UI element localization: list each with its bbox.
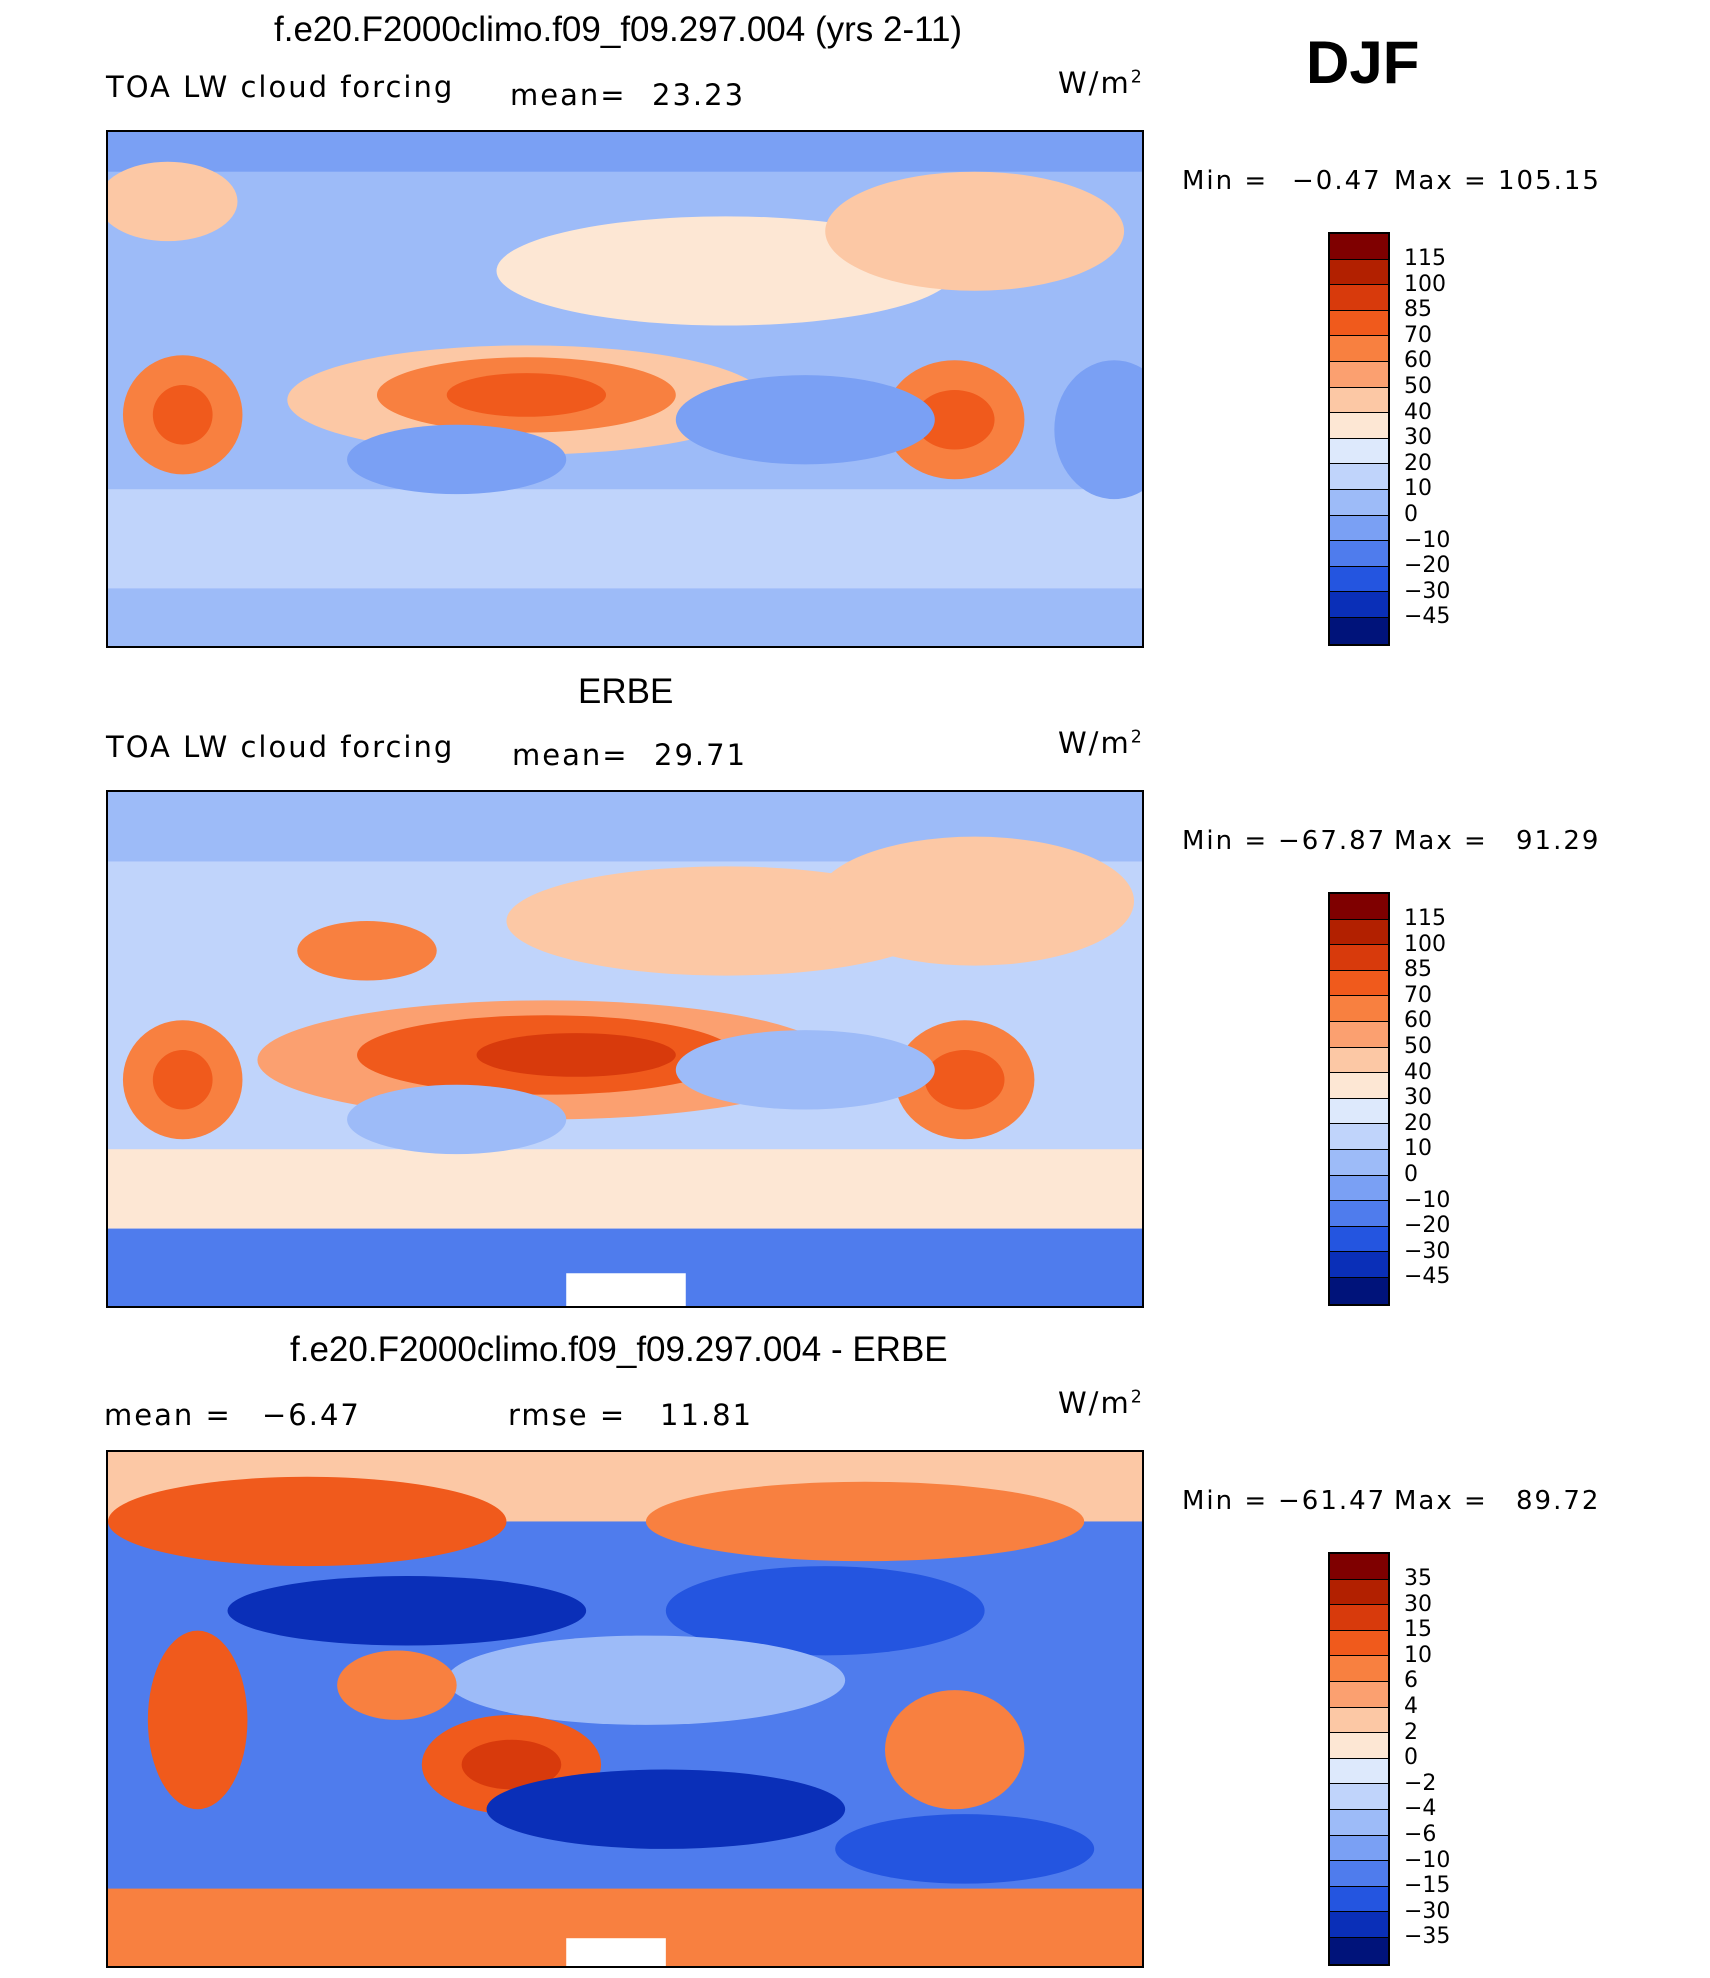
- colorbar-label: −30: [1404, 1238, 1451, 1264]
- colorbar-label: 10: [1404, 1642, 1432, 1668]
- colorbar-label: 100: [1404, 931, 1446, 957]
- colorbar-label: 0: [1404, 1161, 1418, 1187]
- colorbar-label: 115: [1404, 246, 1446, 271]
- panel-3-max-label: Max =: [1394, 1486, 1488, 1516]
- colorbar-label: −10: [1404, 1187, 1451, 1213]
- panel-3-max-value: 89.72: [1516, 1486, 1601, 1516]
- colorbar-label: 6: [1404, 1668, 1418, 1694]
- colorbar-label: −35: [1404, 1924, 1451, 1950]
- panel-3-mean-value: −6.47: [262, 1398, 361, 1432]
- colorbar-label: 40: [1404, 1059, 1432, 1085]
- panel-2-title: ERBE: [578, 672, 674, 711]
- colorbar-label: −45: [1404, 604, 1451, 630]
- colorbar-label: 85: [1404, 957, 1432, 983]
- panel-2-colorbar-labels: 115 100 85 70 60 50 40 30 20 10 0 −10 −2…: [1404, 906, 1450, 1290]
- panel-3-units: W/m2: [1058, 1386, 1144, 1420]
- colorbar-label: 15: [1404, 1617, 1432, 1643]
- panel-1-map: [106, 130, 1144, 648]
- colorbar-label: 70: [1404, 982, 1432, 1008]
- panel-2-min-label: Min =: [1182, 826, 1269, 856]
- panel-3-rmse-value: 11.81: [660, 1398, 754, 1432]
- panel-1-mean-label: mean=: [510, 78, 627, 112]
- colorbar-label: −4: [1404, 1796, 1437, 1822]
- panel-3-min-value: −61.47: [1278, 1486, 1387, 1516]
- colorbar-label: 4: [1404, 1693, 1418, 1719]
- colorbar-label: 30: [1404, 1591, 1432, 1617]
- panel-2-min-value: −67.87: [1278, 826, 1387, 856]
- colorbar-label: 2: [1404, 1719, 1418, 1745]
- colorbar-label: 30: [1404, 425, 1432, 451]
- panel-1-colorbar-labels: 115 100 85 70 60 50 40 30 20 10 0 −10 −2…: [1404, 246, 1450, 630]
- panel-1-mean-value: 23.23: [652, 78, 746, 112]
- colorbar-label: 30: [1404, 1085, 1432, 1111]
- panel-1-max-label: Max =: [1394, 166, 1488, 196]
- panel-2-mean-label: mean=: [512, 738, 629, 772]
- colorbar-label: 50: [1404, 373, 1432, 399]
- colorbar-label: 40: [1404, 399, 1432, 425]
- colorbar-label: 115: [1404, 906, 1446, 931]
- colorbar-label: −30: [1404, 1898, 1451, 1924]
- colorbar-label: −30: [1404, 578, 1451, 604]
- colorbar-label: 85: [1404, 297, 1432, 323]
- panel-1-min-label: Min =: [1182, 166, 1269, 196]
- colorbar-label: 10: [1404, 1136, 1432, 1162]
- panel-1-units: W/m2: [1058, 66, 1144, 100]
- panel-2-variable: TOA LW cloud forcing: [106, 730, 455, 764]
- colorbar-label: −20: [1404, 1213, 1451, 1239]
- panel-2-map: [106, 790, 1144, 1308]
- panel-3-title: f.e20.F2000climo.f09_f09.297.004 - ERBE: [290, 1330, 948, 1369]
- colorbar-label: 100: [1404, 271, 1446, 297]
- panel-3-rmse-label: rmse =: [508, 1398, 627, 1432]
- panel-1-min-value: −0.47: [1292, 166, 1382, 196]
- panel-2-colorbar: [1328, 892, 1390, 1306]
- panel-1-variable: TOA LW cloud forcing: [106, 70, 455, 104]
- panel-3-mean-label: mean =: [104, 1398, 232, 1432]
- colorbar-label: 10: [1404, 476, 1432, 502]
- colorbar-label: −20: [1404, 553, 1451, 579]
- panel-2-max-value: 91.29: [1516, 826, 1601, 856]
- colorbar-label: 0: [1404, 501, 1418, 527]
- colorbar-label: −15: [1404, 1873, 1451, 1899]
- panel-2-mean-value: 29.71: [654, 738, 748, 772]
- colorbar-label: −10: [1404, 527, 1451, 553]
- colorbar-label: 20: [1404, 1110, 1432, 1136]
- panel-3-colorbar-labels: 35 30 15 10 6 4 2 0 −2 −4 −6 −10 −15 −30…: [1404, 1566, 1450, 1950]
- colorbar-label: 50: [1404, 1033, 1432, 1059]
- panel-1-max-value: 105.15: [1498, 166, 1601, 196]
- panel-1-colorbar: [1328, 232, 1390, 646]
- colorbar-label: 70: [1404, 322, 1432, 348]
- panel-1-title: f.e20.F2000climo.f09_f09.297.004 (yrs 2-…: [274, 10, 963, 49]
- colorbar-label: 0: [1404, 1745, 1418, 1771]
- colorbar-label: −6: [1404, 1821, 1437, 1847]
- colorbar-label: −10: [1404, 1847, 1451, 1873]
- colorbar-label: 35: [1404, 1566, 1432, 1591]
- panel-3-colorbar: [1328, 1552, 1390, 1966]
- panel-3-min-label: Min =: [1182, 1486, 1269, 1516]
- colorbar-label: 60: [1404, 348, 1432, 374]
- colorbar-label: −45: [1404, 1264, 1451, 1290]
- colorbar-label: 20: [1404, 450, 1432, 476]
- panel-3-map: [106, 1450, 1144, 1968]
- panel-2-max-label: Max =: [1394, 826, 1488, 856]
- colorbar-label: 60: [1404, 1008, 1432, 1034]
- season-label: DJF: [1306, 29, 1420, 96]
- colorbar-label: −2: [1404, 1770, 1437, 1796]
- panel-2-units: W/m2: [1058, 726, 1144, 760]
